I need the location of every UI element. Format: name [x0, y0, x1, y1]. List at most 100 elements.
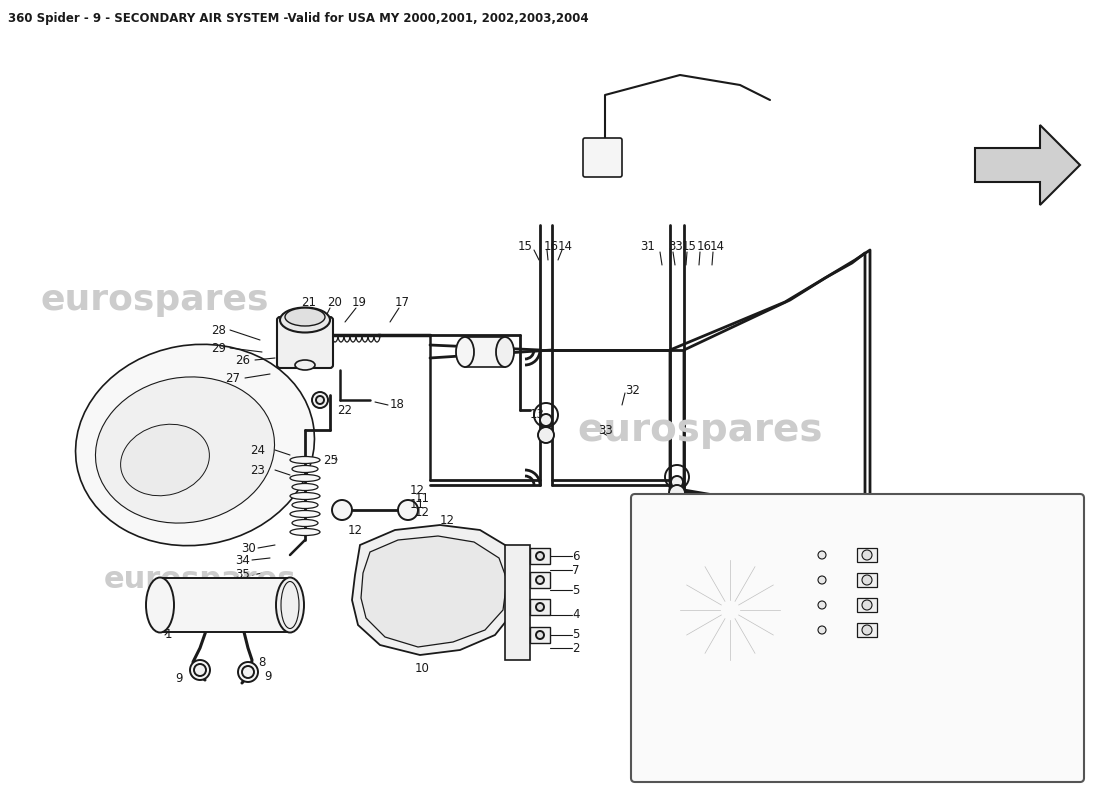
Text: 32: 32 [625, 383, 640, 397]
Ellipse shape [290, 457, 320, 463]
Polygon shape [530, 548, 550, 564]
Circle shape [238, 662, 258, 682]
Polygon shape [160, 578, 290, 632]
Circle shape [818, 601, 826, 609]
Text: 12: 12 [415, 506, 430, 518]
Text: 14: 14 [558, 239, 573, 253]
Polygon shape [361, 536, 507, 647]
Text: 14: 14 [710, 239, 725, 253]
Text: 11: 11 [410, 498, 425, 511]
Text: 7: 7 [884, 571, 891, 585]
Polygon shape [857, 548, 877, 562]
Text: 24: 24 [250, 443, 265, 457]
Text: 13: 13 [530, 409, 544, 422]
Circle shape [242, 666, 254, 678]
Text: 25: 25 [323, 454, 338, 466]
Text: 2: 2 [572, 642, 580, 654]
Polygon shape [857, 623, 877, 637]
Ellipse shape [290, 510, 320, 518]
Polygon shape [530, 599, 550, 615]
Text: 26: 26 [235, 354, 250, 366]
Ellipse shape [96, 377, 275, 523]
Text: 30: 30 [241, 542, 256, 554]
Circle shape [862, 625, 872, 635]
Text: eurospares: eurospares [41, 283, 270, 317]
Text: 3: 3 [884, 630, 891, 642]
Ellipse shape [290, 493, 320, 499]
FancyBboxPatch shape [277, 317, 333, 368]
Circle shape [312, 392, 328, 408]
Ellipse shape [292, 502, 318, 509]
Ellipse shape [146, 578, 174, 633]
Ellipse shape [290, 529, 320, 535]
FancyBboxPatch shape [631, 494, 1084, 782]
Ellipse shape [276, 578, 304, 633]
Ellipse shape [285, 308, 324, 326]
Text: 34: 34 [235, 554, 250, 566]
Text: 29: 29 [211, 342, 226, 354]
Text: 15: 15 [682, 239, 697, 253]
Text: 11: 11 [415, 491, 430, 505]
Text: 16: 16 [697, 239, 712, 253]
Text: 17: 17 [395, 295, 410, 309]
Text: eurospares: eurospares [684, 606, 877, 634]
Polygon shape [352, 525, 520, 655]
Circle shape [862, 575, 872, 585]
Circle shape [194, 664, 206, 676]
Text: 33: 33 [598, 423, 613, 437]
Text: 12: 12 [440, 514, 455, 526]
Circle shape [678, 558, 782, 662]
Text: 6: 6 [884, 551, 891, 565]
Ellipse shape [292, 466, 318, 473]
Text: 33: 33 [668, 239, 683, 253]
Circle shape [538, 427, 554, 443]
Text: 360 Spider - 9 - SECONDARY AIR SYSTEM -Valid for USA MY 2000,2001, 2002,2003,200: 360 Spider - 9 - SECONDARY AIR SYSTEM -V… [8, 12, 589, 25]
Text: 15: 15 [518, 239, 534, 253]
Polygon shape [857, 598, 877, 612]
Text: 31: 31 [640, 239, 654, 253]
Text: 7: 7 [572, 563, 580, 577]
Circle shape [536, 603, 544, 611]
Circle shape [536, 552, 544, 560]
Ellipse shape [76, 344, 315, 546]
Text: 1: 1 [165, 629, 173, 642]
Text: 16: 16 [544, 239, 559, 253]
Text: 23: 23 [250, 463, 265, 477]
Polygon shape [857, 573, 877, 587]
Text: 22: 22 [337, 403, 352, 417]
Text: eurospares: eurospares [578, 411, 823, 449]
FancyBboxPatch shape [583, 138, 621, 177]
Ellipse shape [456, 337, 474, 367]
Text: 28: 28 [211, 323, 226, 337]
Ellipse shape [292, 519, 318, 526]
Ellipse shape [280, 307, 330, 333]
Circle shape [862, 600, 872, 610]
Polygon shape [505, 545, 530, 660]
Text: 5: 5 [572, 583, 580, 597]
Circle shape [671, 476, 683, 488]
Circle shape [722, 602, 738, 618]
Text: 8: 8 [258, 657, 265, 670]
Text: 19: 19 [352, 295, 367, 309]
Ellipse shape [496, 337, 514, 367]
Text: 5: 5 [884, 611, 891, 625]
Circle shape [608, 156, 616, 164]
Ellipse shape [290, 474, 320, 482]
Text: 12: 12 [410, 483, 425, 497]
Text: Soluzione superata: Soluzione superata [778, 742, 936, 758]
Polygon shape [530, 627, 550, 643]
Text: 18: 18 [390, 398, 405, 411]
Text: 21: 21 [301, 295, 316, 309]
Ellipse shape [295, 360, 315, 370]
Circle shape [398, 500, 418, 520]
Circle shape [588, 156, 596, 164]
Text: 12: 12 [348, 523, 363, 537]
Polygon shape [465, 337, 505, 367]
Circle shape [536, 576, 544, 584]
Text: 6: 6 [572, 550, 580, 562]
Text: 10: 10 [415, 662, 430, 674]
Text: 4: 4 [884, 591, 891, 605]
Text: 35: 35 [235, 569, 250, 582]
Text: 9: 9 [264, 670, 272, 683]
Text: 4: 4 [572, 609, 580, 622]
